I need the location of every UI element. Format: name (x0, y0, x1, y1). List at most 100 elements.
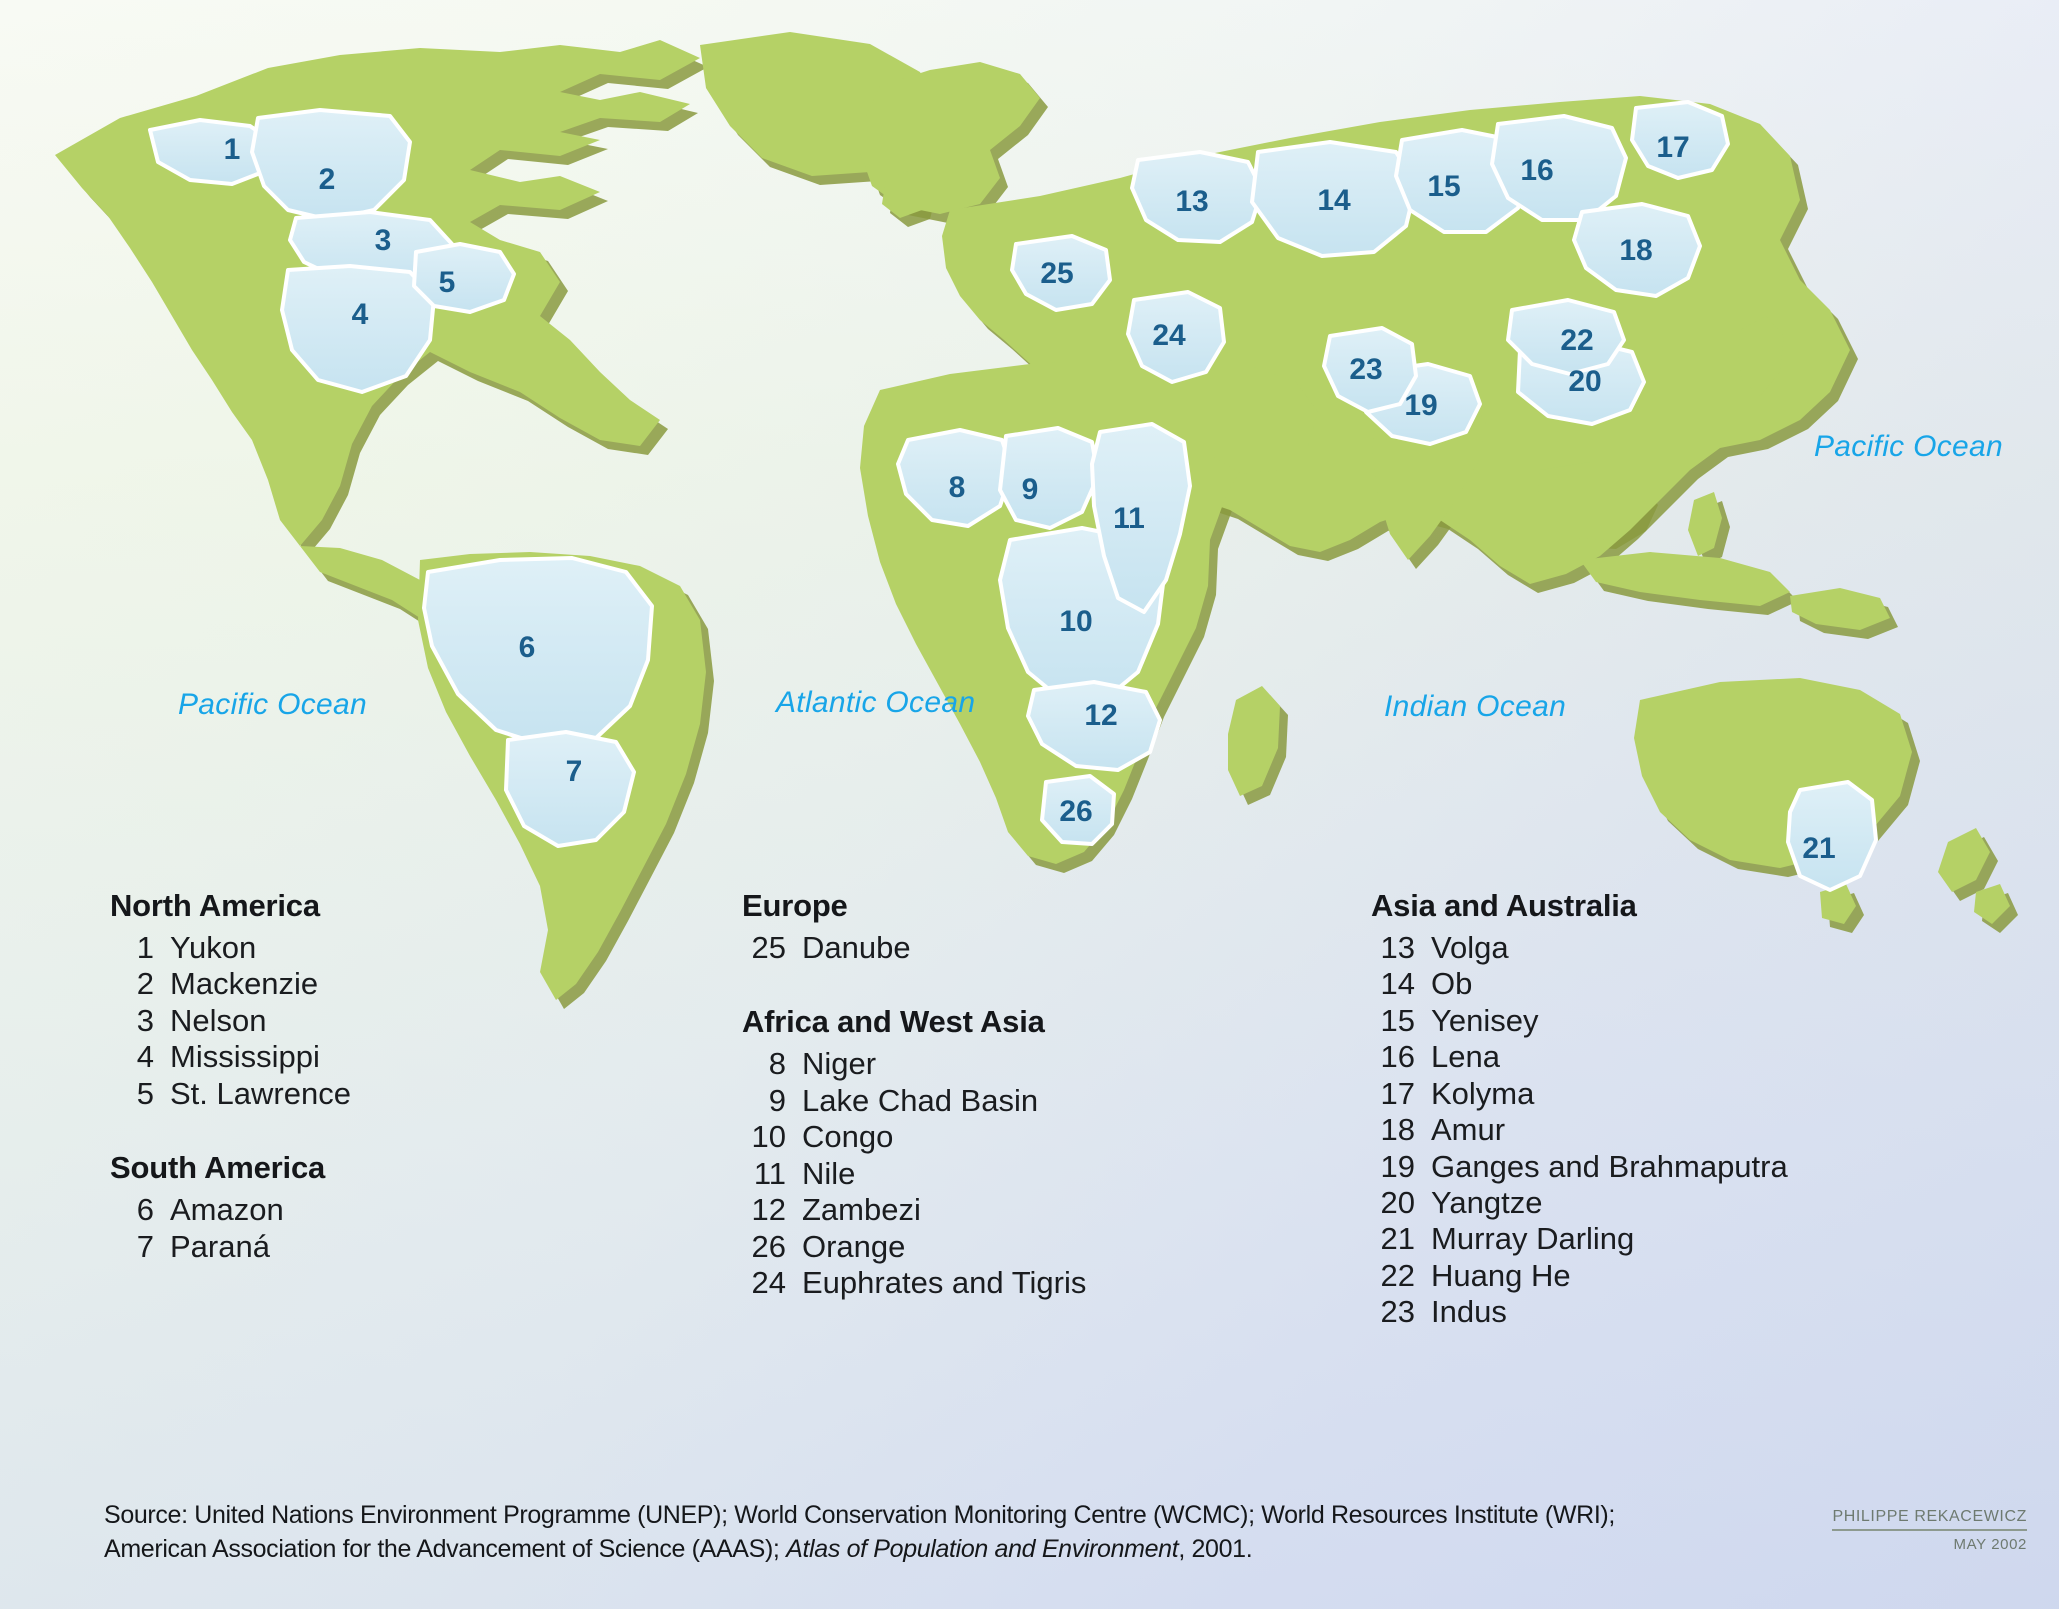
legend-item-name: Yenisey (1431, 1002, 1539, 1038)
legend-item-number: 16 (1380, 1039, 1415, 1075)
basin-marker-3: 3 (374, 224, 392, 257)
basin-marker-5: 5 (438, 266, 456, 299)
legend-group-title: South America (110, 1150, 326, 1186)
legend-item-name: Ob (1431, 966, 1473, 1002)
river-basin-layer (148, 100, 1878, 892)
legend-item-number: 21 (1380, 1221, 1415, 1257)
basin-ob (1250, 140, 1418, 258)
legend-item-number: 24 (751, 1264, 786, 1300)
ocean-label-pacific-west: Pacific Ocean (178, 688, 367, 721)
legend-item[interactable]: 12 Zambezi (742, 1192, 1212, 1228)
legend-item-name: Danube (802, 930, 911, 965)
legend-item-number: 12 (751, 1192, 786, 1228)
legend-group-title: North America (110, 888, 320, 923)
legend-item-name: Euphrates and Tigris (802, 1264, 1087, 1300)
basin-amur (1572, 202, 1702, 298)
legend-item[interactable]: 16 Lena (1371, 1039, 1931, 1075)
legend-item-number: 20 (1380, 1184, 1415, 1220)
legend-item-name: Orange (802, 1228, 906, 1264)
basin-marker-24: 24 (1152, 319, 1186, 352)
legend-item[interactable]: 15 Yenisey (1371, 1003, 1931, 1039)
basin-marker-9: 9 (1021, 473, 1039, 506)
legend-item[interactable]: 9 Lake Chad Basin (742, 1083, 1212, 1119)
legend-item-name: Kolyma (1431, 1075, 1535, 1111)
basin-marker-20: 20 (1568, 365, 1602, 398)
legend-item-number: 19 (1380, 1148, 1415, 1184)
cartographer-credit: PHILIPPE REKACEWICZ MAY 2002 (1832, 1508, 2027, 1553)
legend-item-number: 8 (768, 1046, 786, 1082)
basin-marker-13: 13 (1175, 185, 1209, 218)
legend-item-number: 5 (136, 1075, 154, 1111)
legend-item[interactable]: 11 Nile (742, 1156, 1212, 1192)
legend-item[interactable]: 26 Orange (742, 1229, 1212, 1265)
credit-date: MAY 2002 (1953, 1536, 2027, 1553)
legend-item[interactable]: 23 Indus (1371, 1294, 1931, 1330)
legend-item-number: 2 (136, 966, 154, 1002)
legend-item[interactable]: 19 Ganges and Brahmaputra (1371, 1149, 1931, 1185)
legend-item-name: Indus (1431, 1294, 1507, 1330)
legend-item-number: 9 (768, 1082, 786, 1118)
legend-item-number: 26 (751, 1228, 786, 1264)
basin-marker-4: 4 (351, 298, 369, 331)
legend-item[interactable]: 24 Euphrates and Tigris (742, 1265, 1212, 1301)
ocean-label-atlantic: Atlantic Ocean (776, 686, 976, 719)
legend-item-name: Amur (1431, 1112, 1506, 1148)
legend-item[interactable]: 25 Danube (742, 930, 1212, 966)
source-line-2-prefix: American Association for the Advancement… (104, 1535, 787, 1563)
legend-item-number: 6 (136, 1192, 154, 1228)
legend-item[interactable]: 21 Murray Darling (1371, 1221, 1931, 1257)
basin-marker-26: 26 (1059, 795, 1093, 828)
basin-danube (1010, 234, 1112, 312)
legend-item[interactable]: 2 Mackenzie (110, 966, 530, 1002)
basin-marker-11: 11 (1113, 502, 1145, 535)
legend-item[interactable]: 4 Mississippi (110, 1039, 530, 1075)
legend-item[interactable]: 17 Kolyma (1371, 1076, 1931, 1112)
basin-volga (1130, 150, 1264, 244)
legend-item[interactable]: 22 Huang He (1371, 1258, 1931, 1294)
legend-item-name: St. Lawrence (170, 1075, 351, 1111)
legend-column-europe-africa: Europe 25 Danube Africa and West Asia 8 … (742, 888, 1212, 1301)
basin-huanghe (1506, 298, 1626, 376)
legend-item[interactable]: 1 Yukon (110, 930, 530, 966)
legend-item[interactable]: 5 St. Lawrence (110, 1076, 530, 1112)
legend-item-number: 10 (751, 1119, 786, 1155)
legend-item-number: 14 (1380, 966, 1415, 1002)
source-atlas-title: Atlas of Population and Environment (786, 1535, 1179, 1563)
basin-marker-15: 15 (1427, 170, 1461, 203)
legend-group-title: Africa and West Asia (742, 1004, 1045, 1040)
legend-item[interactable]: 3 Nelson (110, 1003, 530, 1039)
credit-author: PHILIPPE REKACEWICZ (1832, 1508, 2027, 1531)
legend-group-title: Asia and Australia (1371, 888, 1637, 923)
source-line-1: Source: United Nations Environment Progr… (104, 1501, 1616, 1529)
legend-item[interactable]: 14 Ob (1371, 966, 1931, 1002)
legend-item-name: Huang He (1431, 1257, 1571, 1293)
legend-item-name: Murray Darling (1431, 1221, 1635, 1257)
legend-item-name: Nile (802, 1155, 856, 1191)
legend-item-number: 23 (1380, 1294, 1415, 1330)
basin-orange (1040, 774, 1116, 846)
legend-item[interactable]: 8 Niger (742, 1046, 1212, 1082)
legend-item-name: Congo (802, 1119, 894, 1155)
legend-item[interactable]: 18 Amur (1371, 1112, 1931, 1148)
legend-item-name: Lena (1431, 1039, 1500, 1075)
legend-item[interactable]: 7 Paraná (110, 1229, 530, 1265)
basin-marker-23: 23 (1349, 353, 1383, 386)
legend-item-name: Mackenzie (170, 966, 319, 1002)
basin-marker-7: 7 (565, 755, 583, 788)
legend-item-name: Yangtze (1431, 1184, 1543, 1220)
legend-item[interactable]: 13 Volga (1371, 930, 1931, 966)
basin-marker-17: 17 (1656, 131, 1690, 164)
legend-item[interactable]: 10 Congo (742, 1119, 1212, 1155)
basin-amazon (422, 556, 654, 748)
basin-marker-8: 8 (948, 471, 966, 504)
basin-marker-2: 2 (318, 163, 336, 196)
basin-zambezi (1026, 680, 1162, 772)
legend-item-number: 22 (1380, 1257, 1415, 1293)
legend-item[interactable]: 20 Yangtze (1371, 1185, 1931, 1221)
basin-marker-22: 22 (1560, 324, 1594, 357)
basin-parana (504, 730, 636, 848)
legend-group-asia-australia: Asia and Australia 13 Volga 14 Ob 15 Yen… (1371, 888, 1931, 1331)
legend-item[interactable]: 6 Amazon (110, 1192, 530, 1228)
